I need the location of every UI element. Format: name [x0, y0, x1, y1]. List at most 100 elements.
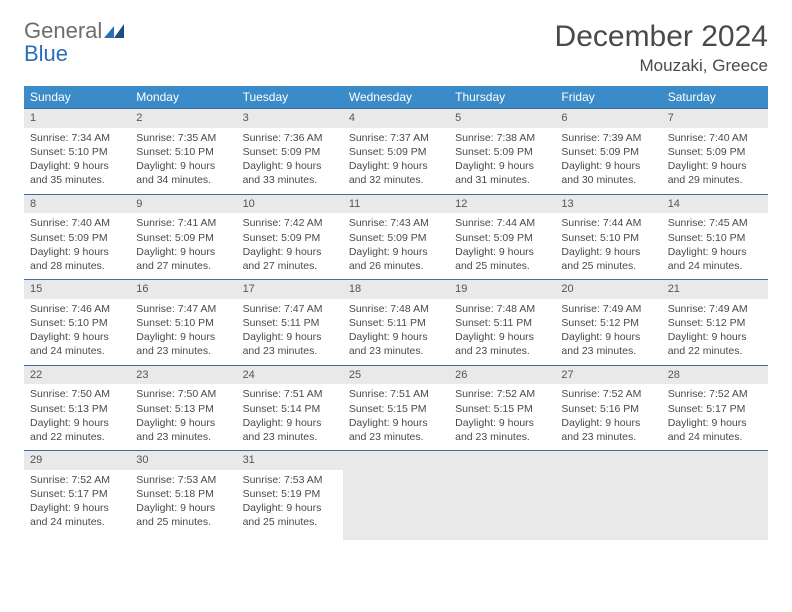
sunrise-value: 7:39 AM: [603, 132, 642, 144]
sunrise-value: 7:41 AM: [178, 217, 217, 229]
sunrise-label: Sunrise:: [136, 132, 175, 144]
sunset-label: Sunset:: [136, 317, 172, 329]
sunrise-label: Sunrise:: [243, 217, 282, 229]
sunset-label: Sunset:: [349, 146, 385, 158]
day-number: 6: [555, 109, 661, 128]
sunset-value: 5:11 PM: [494, 317, 532, 329]
sunrise-label: Sunrise:: [243, 474, 282, 486]
calendar-day-cell: 10Sunrise: 7:42 AMSunset: 5:09 PMDayligh…: [237, 194, 343, 280]
day-number: 27: [555, 366, 661, 385]
sunrise-value: 7:38 AM: [497, 132, 536, 144]
sunset-label: Sunset:: [349, 232, 385, 244]
day-body: Sunrise: 7:43 AMSunset: 5:09 PMDaylight:…: [343, 213, 449, 279]
calendar-day-cell: 11Sunrise: 7:43 AMSunset: 5:09 PMDayligh…: [343, 194, 449, 280]
day-body: Sunrise: 7:40 AMSunset: 5:09 PMDaylight:…: [662, 128, 768, 194]
sunset-value: 5:09 PM: [494, 232, 533, 244]
calendar-day-cell: 5Sunrise: 7:38 AMSunset: 5:09 PMDaylight…: [449, 109, 555, 195]
sunset-label: Sunset:: [243, 403, 279, 415]
sunrise-label: Sunrise:: [455, 217, 494, 229]
day-body: Sunrise: 7:46 AMSunset: 5:10 PMDaylight:…: [24, 299, 130, 365]
calendar-week-row: 15Sunrise: 7:46 AMSunset: 5:10 PMDayligh…: [24, 280, 768, 366]
day-body: Sunrise: 7:34 AMSunset: 5:10 PMDaylight:…: [24, 128, 130, 194]
calendar-week-row: 1Sunrise: 7:34 AMSunset: 5:10 PMDaylight…: [24, 109, 768, 195]
sunrise-value: 7:50 AM: [71, 388, 110, 400]
day-body: Sunrise: 7:45 AMSunset: 5:10 PMDaylight:…: [662, 213, 768, 279]
sunrise-label: Sunrise:: [30, 303, 69, 315]
sunrise-value: 7:44 AM: [603, 217, 642, 229]
calendar-day-cell: 1Sunrise: 7:34 AMSunset: 5:10 PMDaylight…: [24, 109, 130, 195]
sunrise-label: Sunrise:: [30, 217, 69, 229]
day-body: Sunrise: 7:42 AMSunset: 5:09 PMDaylight:…: [237, 213, 343, 279]
title-block: December 2024 Mouzaki, Greece: [555, 20, 768, 76]
day-body: Sunrise: 7:52 AMSunset: 5:16 PMDaylight:…: [555, 384, 661, 450]
sunrise-label: Sunrise:: [30, 132, 69, 144]
calendar-day-cell: 21Sunrise: 7:49 AMSunset: 5:12 PMDayligh…: [662, 280, 768, 366]
sunset-label: Sunset:: [668, 232, 704, 244]
daylight-label: Daylight:: [349, 160, 390, 172]
page-title: December 2024: [555, 20, 768, 54]
day-number: 31: [237, 451, 343, 470]
sunrise-label: Sunrise:: [136, 217, 175, 229]
sunrise-value: 7:51 AM: [390, 388, 429, 400]
sunset-label: Sunset:: [243, 488, 279, 500]
daylight-label: Daylight:: [668, 331, 709, 343]
sunset-value: 5:18 PM: [175, 488, 214, 500]
daylight-label: Daylight:: [30, 502, 71, 514]
day-number: 3: [237, 109, 343, 128]
sunset-label: Sunset:: [243, 146, 279, 158]
sunset-label: Sunset:: [30, 403, 66, 415]
weekday-header: Thursday: [449, 86, 555, 109]
day-body: Sunrise: 7:53 AMSunset: 5:18 PMDaylight:…: [130, 470, 236, 536]
sunrise-value: 7:48 AM: [497, 303, 536, 315]
sunset-label: Sunset:: [455, 232, 491, 244]
sunrise-value: 7:40 AM: [71, 217, 110, 229]
sunrise-value: 7:45 AM: [709, 217, 748, 229]
sunset-value: 5:10 PM: [706, 232, 745, 244]
calendar-week-row: 29Sunrise: 7:52 AMSunset: 5:17 PMDayligh…: [24, 451, 768, 536]
logo-mark-icon: [104, 24, 124, 38]
sunset-value: 5:09 PM: [387, 146, 426, 158]
sunrise-label: Sunrise:: [668, 217, 707, 229]
sunrise-label: Sunrise:: [243, 388, 282, 400]
sunset-value: 5:09 PM: [387, 232, 426, 244]
sunset-label: Sunset:: [561, 232, 597, 244]
day-body: Sunrise: 7:51 AMSunset: 5:14 PMDaylight:…: [237, 384, 343, 450]
logo-text-2: Blue: [24, 41, 68, 66]
sunset-label: Sunset:: [455, 403, 491, 415]
sunset-value: 5:09 PM: [175, 232, 214, 244]
daylight-label: Daylight:: [30, 160, 71, 172]
sunset-value: 5:09 PM: [494, 146, 533, 158]
daylight-label: Daylight:: [136, 246, 177, 258]
sunset-label: Sunset:: [455, 146, 491, 158]
weekday-header: Saturday: [662, 86, 768, 109]
calendar-day-cell: 23Sunrise: 7:50 AMSunset: 5:13 PMDayligh…: [130, 365, 236, 451]
sunrise-label: Sunrise:: [243, 132, 282, 144]
sunrise-value: 7:34 AM: [71, 132, 110, 144]
daylight-label: Daylight:: [243, 502, 284, 514]
location: Mouzaki, Greece: [555, 56, 768, 76]
day-number: 18: [343, 280, 449, 299]
calendar-day-cell: 27Sunrise: 7:52 AMSunset: 5:16 PMDayligh…: [555, 365, 661, 451]
daylight-label: Daylight:: [136, 502, 177, 514]
weekday-header: Wednesday: [343, 86, 449, 109]
sunrise-label: Sunrise:: [455, 388, 494, 400]
sunset-value: 5:10 PM: [175, 317, 214, 329]
sunset-label: Sunset:: [561, 146, 597, 158]
sunset-label: Sunset:: [136, 232, 172, 244]
weekday-header: Tuesday: [237, 86, 343, 109]
calendar-day-cell: 31Sunrise: 7:53 AMSunset: 5:19 PMDayligh…: [237, 451, 343, 536]
sunrise-value: 7:49 AM: [603, 303, 642, 315]
calendar-day-cell: 13Sunrise: 7:44 AMSunset: 5:10 PMDayligh…: [555, 194, 661, 280]
daylight-label: Daylight:: [455, 160, 496, 172]
sunrise-label: Sunrise:: [561, 388, 600, 400]
sunset-value: 5:16 PM: [600, 403, 639, 415]
sunset-value: 5:13 PM: [175, 403, 214, 415]
calendar-day-cell: 26Sunrise: 7:52 AMSunset: 5:15 PMDayligh…: [449, 365, 555, 451]
sunrise-value: 7:47 AM: [178, 303, 217, 315]
sunset-value: 5:09 PM: [600, 146, 639, 158]
sunrise-label: Sunrise:: [668, 388, 707, 400]
sunset-value: 5:19 PM: [281, 488, 320, 500]
day-body: Sunrise: 7:48 AMSunset: 5:11 PMDaylight:…: [449, 299, 555, 365]
sunset-value: 5:17 PM: [69, 488, 108, 500]
sunset-label: Sunset:: [136, 146, 172, 158]
